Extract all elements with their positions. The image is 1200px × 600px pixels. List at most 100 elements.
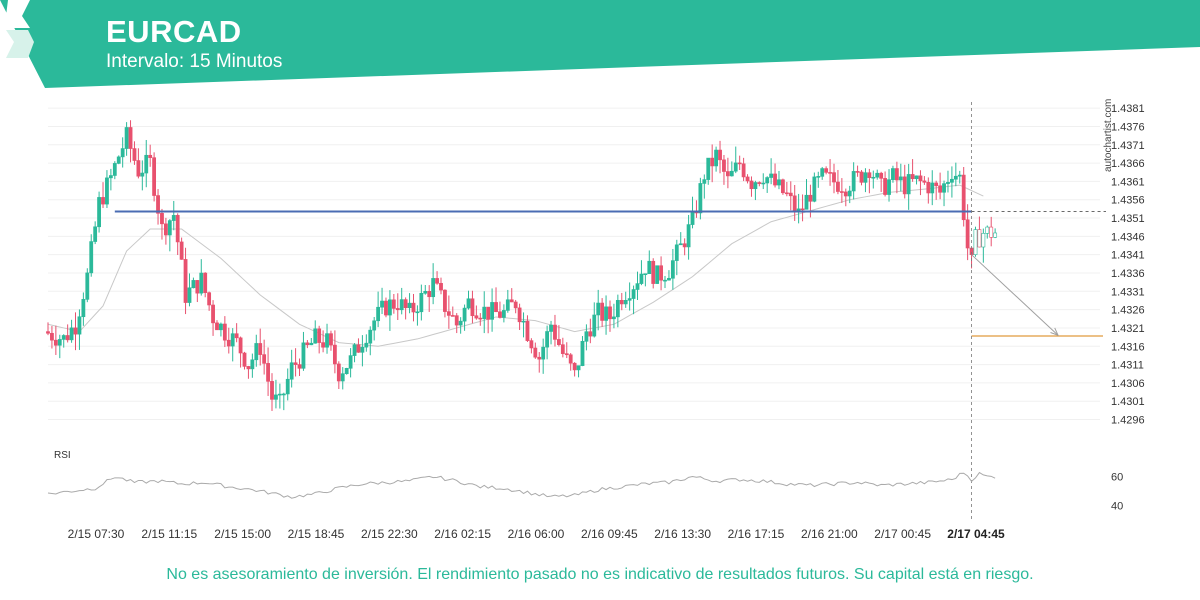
candle-body [352, 344, 357, 356]
price-tick-label: 1.4351 [1111, 213, 1145, 225]
candle-body [678, 243, 683, 246]
candle-body [187, 287, 192, 303]
candle-body [784, 192, 789, 195]
candle-body [887, 179, 891, 195]
candle-body [85, 272, 90, 300]
candle-body [549, 324, 553, 332]
rsi-tick-label: 40 [1111, 501, 1123, 513]
candle-body [368, 329, 373, 344]
candle-body [749, 180, 754, 190]
candle-body [450, 315, 455, 317]
candle-body [647, 260, 652, 275]
candle-body [965, 219, 970, 249]
candle-body [745, 176, 750, 182]
candle-body [238, 337, 243, 354]
rsi-line [47, 471, 996, 499]
candle-body [670, 260, 675, 279]
candle-body [57, 339, 62, 346]
candle-body [851, 171, 856, 192]
rsi-tick-label: 60 [1111, 472, 1123, 484]
candle-body [258, 343, 263, 355]
candle-body [325, 333, 329, 348]
candle-body [867, 172, 872, 178]
candle-body [553, 324, 557, 340]
candle-body [443, 289, 447, 312]
candle-body [627, 298, 632, 301]
candle-body [93, 226, 98, 242]
candle-body [659, 265, 663, 281]
symbol-title: EURCAD [106, 14, 242, 49]
candle-body [894, 168, 899, 181]
price-tick-label: 1.4296 [1111, 415, 1145, 427]
candle-body [132, 148, 137, 161]
candle-body [50, 332, 54, 341]
candle-body [584, 331, 589, 342]
candle-body [820, 168, 825, 177]
candle-body [348, 355, 353, 369]
candle-body [293, 362, 298, 365]
candle-body [812, 176, 817, 202]
candle-body [486, 306, 491, 320]
candle-body [356, 344, 361, 353]
candle-body [816, 176, 821, 178]
candle-body [722, 159, 726, 172]
candle-body [116, 156, 121, 164]
candle-body [600, 302, 605, 321]
candle-body [301, 342, 306, 369]
candle-body [961, 174, 966, 221]
price-tick-label: 1.4301 [1111, 396, 1145, 408]
candle-body [615, 300, 620, 318]
candle-body [69, 327, 74, 341]
candle-body [773, 173, 777, 186]
candle-body [222, 323, 227, 341]
price-tick-label: 1.4331 [1111, 286, 1145, 298]
candle-body [395, 308, 400, 311]
candle-body [843, 191, 848, 197]
candle-body [207, 292, 212, 306]
time-tick-label: 2/15 15:00 [214, 527, 271, 541]
time-tick-label: 2/16 13:30 [654, 527, 711, 541]
candle-body [152, 157, 157, 196]
candle-body [608, 306, 612, 320]
rsi-label: RSI [54, 450, 71, 461]
time-tick-label: 2/16 09:45 [581, 527, 638, 541]
candle-body [262, 354, 267, 364]
candle-body [112, 163, 117, 176]
candle-body [505, 299, 510, 311]
moving-average-line [47, 184, 984, 347]
candle-body [564, 353, 569, 356]
candle-body [725, 171, 730, 177]
candle-body [474, 315, 479, 319]
rsi-panel: RSI 60 40 [47, 450, 1123, 513]
price-tick-label: 1.4311 [1111, 360, 1144, 372]
candle-body [568, 354, 573, 364]
candle-body [804, 194, 809, 210]
candle-body [942, 183, 946, 193]
candle-body [46, 331, 50, 334]
candle-body [376, 306, 381, 322]
time-tick-label: 2/15 11:15 [141, 527, 197, 541]
candle-body [246, 366, 251, 370]
candle-body [144, 154, 149, 174]
candle-body [415, 311, 420, 314]
candle-body [953, 175, 958, 180]
price-tick-label: 1.4346 [1111, 231, 1145, 243]
candle-body [380, 300, 384, 308]
candle-body [277, 393, 282, 396]
candle-body [482, 306, 487, 319]
candle-body [458, 320, 463, 326]
candle-body [478, 317, 483, 320]
candle-body [824, 168, 829, 173]
candle-body [65, 335, 70, 341]
candle-body [993, 232, 998, 238]
candle-body [498, 311, 502, 318]
price-tick-label: 1.4361 [1111, 176, 1145, 188]
header-banner: EURCAD Intervalo: 15 Minutos [0, 0, 1200, 90]
candle-body [847, 190, 852, 197]
candle-body [427, 291, 432, 298]
candle-body [105, 177, 109, 205]
candle-body [977, 229, 982, 248]
candle-body [148, 154, 153, 158]
candle-body [215, 322, 219, 331]
chart-grid [48, 107, 1100, 421]
